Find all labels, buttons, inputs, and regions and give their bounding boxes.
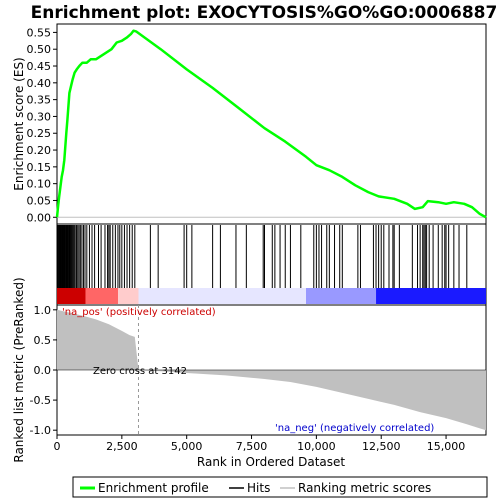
- ranking-heat-segment: [305, 288, 377, 304]
- x-tick-label: 2,500: [106, 440, 138, 453]
- ranking-heat-segment: [85, 288, 119, 304]
- ranking-heat-segment: [118, 288, 139, 304]
- legend: Enrichment profile Hits Ranking metric s…: [72, 476, 488, 498]
- metric-y-tick-label: 0.5: [34, 334, 52, 347]
- x-tick-label: 5,000: [171, 440, 203, 453]
- x-tick-label: 15,000: [427, 440, 466, 453]
- x-tick-label: 0: [54, 440, 61, 453]
- es-y-tick-label: 0.05: [27, 194, 52, 207]
- chart-title: Enrichment plot: EXOCYTOSIS%GO%GO:000688…: [31, 3, 498, 23]
- es-y-tick-label: 0.55: [27, 26, 52, 39]
- zero-cross-label: Zero cross at 3142: [93, 366, 187, 377]
- hits-panel: [57, 225, 486, 304]
- metric-panel: 1.0 0.5 0.0 -0.5 -1.0: [30, 304, 486, 437]
- x-axis: 0 2,500 5,000 7,500 10,000 12,500 15,000: [54, 435, 466, 453]
- legend-enrichment-profile-label: Enrichment profile: [98, 481, 209, 495]
- es-y-tick-label: 0.50: [27, 43, 52, 56]
- es-panel: 0.00 0.05 0.10 0.15 0.20 0.25 0.30 0.35 0.40 0.45…: [27, 26, 487, 224]
- x-tick-label: 12,500: [362, 440, 401, 453]
- metric-y-tick-label: 0.0: [34, 364, 52, 377]
- legend-ranking-metric-label: Ranking metric scores: [298, 481, 431, 495]
- es-y-tick-label: 0.30: [27, 110, 52, 123]
- metric-y-axis-label: Ranked list metric (PreRanked): [12, 277, 26, 462]
- es-y-tick-label: 0.35: [27, 94, 52, 107]
- metric-y-tick-label: -0.5: [30, 394, 51, 407]
- x-axis-label: Rank in Ordered Dataset: [197, 455, 345, 469]
- es-y-tick-label: 0.10: [27, 178, 52, 191]
- es-y-tick-label: 0.40: [27, 77, 52, 90]
- es-y-tick-label: 0.25: [27, 127, 52, 140]
- legend-hits-label: Hits: [247, 481, 270, 495]
- es-y-tick-label: 0.45: [27, 60, 52, 73]
- es-y-axis-label: Enrichment score (ES): [12, 57, 26, 190]
- ranking-heat-segment: [376, 288, 486, 304]
- enrichment-profile-line: [55, 29, 487, 219]
- x-tick-label: 7,500: [236, 440, 268, 453]
- es-y-tick-label: 0.15: [27, 161, 52, 174]
- legend-box: [72, 476, 488, 498]
- metric-y-tick-label: 1.0: [34, 304, 52, 317]
- metric-y-tick-label: -1.0: [30, 424, 51, 437]
- neg-correlated-label: 'na_neg' (negatively correlated): [275, 423, 434, 434]
- es-y-tick-label: 0.00: [27, 211, 52, 224]
- ranking-heat-segment: [57, 288, 86, 304]
- es-y-tick-label: 0.20: [27, 144, 52, 157]
- ranking-heat-segment: [138, 288, 306, 304]
- pos-correlated-label: 'na_pos' (positively correlated): [62, 307, 216, 318]
- x-tick-label: 10,000: [297, 440, 336, 453]
